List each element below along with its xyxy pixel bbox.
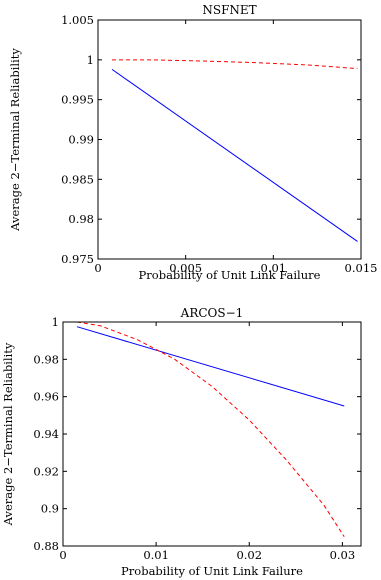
y-tick-label: 0.94 (33, 427, 59, 441)
x-tick-label: 0.01 (261, 261, 287, 275)
x-tick-label: 0.02 (236, 548, 262, 562)
y-tick-label: 0.92 (33, 464, 59, 478)
chart-title-arcos-1: ARCOS−1 (180, 306, 244, 320)
y-tick-label: 1 (52, 315, 59, 329)
y-tick-label: 0.88 (33, 539, 59, 553)
y-tick-label: 0.9 (41, 502, 59, 516)
x-tick-label: 0.01 (143, 548, 169, 562)
x-axis-label: Probability of Unit Link Failure (139, 268, 321, 282)
y-axis-label: Average 2−Terminal Reliability (1, 342, 15, 526)
dashed-series-line (112, 59, 358, 70)
axes-frame (97, 19, 362, 260)
x-tick-label: 0 (94, 261, 101, 275)
plot-area (76, 322, 345, 537)
axes-frame (62, 321, 362, 547)
y-tick-label: 0.98 (68, 212, 94, 226)
y-tick-label: 0.96 (33, 390, 59, 404)
chart-nsfnet: NSFNET 0 0.005 0.01 0.015 0.975 0.98 0.985 0.99 0… (8, 3, 377, 282)
y-tick-label: 0.99 (68, 133, 94, 147)
x-axis-label: Probability of Unit Link Failure (121, 564, 303, 578)
solid-series-line (76, 326, 345, 407)
y-tick-label: 0.995 (61, 93, 94, 107)
x-tick-label: 0.015 (345, 261, 378, 275)
dashed-series-line (76, 322, 345, 537)
y-tick-label: 0.98 (33, 352, 59, 366)
x-tick-label: 0.005 (169, 261, 202, 275)
solid-series-line (111, 68, 358, 242)
y-tick-label: 1.005 (61, 13, 94, 27)
x-tick-label: 0.03 (330, 548, 356, 562)
chart-title-nsfnet: NSFNET (202, 3, 256, 17)
y-tick-label: 0.985 (61, 172, 94, 186)
y-tick-label: 0.975 (61, 252, 94, 266)
chart-arcos-1: ARCOS−1 0 0.01 0.02 0.03 0.88 0.9 0.92 0.94 0.96 0… (1, 306, 362, 578)
y-axis-label: Average 2−Terminal Reliability (8, 48, 22, 232)
plot-area (111, 59, 358, 242)
y-tick-label: 1 (87, 53, 94, 67)
x-tick-label: 0 (59, 548, 66, 562)
